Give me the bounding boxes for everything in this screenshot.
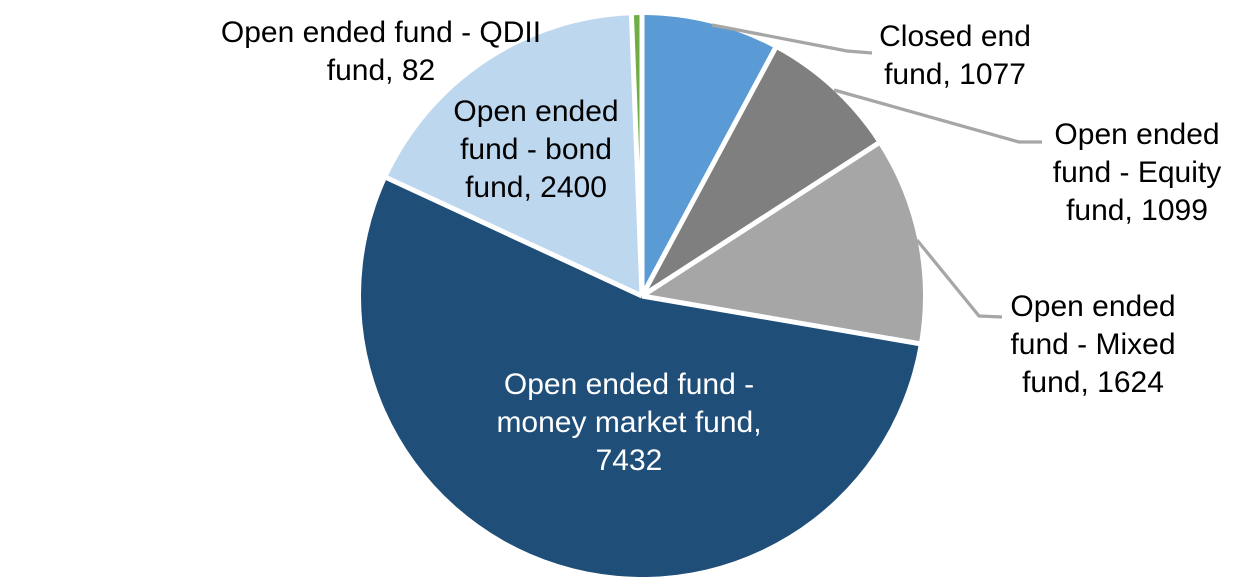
- slice-label-line: fund, 2400: [465, 171, 607, 204]
- leader-line: [833, 88, 1042, 144]
- slice-label-line: money market fund,: [496, 406, 762, 439]
- slice-divider: [641, 293, 921, 347]
- slice-divider: [640, 140, 881, 299]
- slice-label-bond-fund: Open ended fund - bond fund, 2400: [306, 93, 766, 207]
- slice-divider: [639, 46, 778, 298]
- pie-slice-closed-end-fund: [642, 15, 776, 296]
- slice-label-line: fund, 1077: [884, 58, 1026, 91]
- slice-label-line: Open ended: [453, 95, 619, 128]
- leader-line: [711, 23, 873, 55]
- slice-label-line: fund, 1099: [1066, 194, 1208, 227]
- pie-slice-open-ended-fund-equity-fund: [642, 48, 878, 296]
- slice-label-line: Open ended: [1010, 290, 1176, 323]
- pie-slice-open-ended-fund-bond-fund: [387, 15, 642, 296]
- slice-label-line: fund, 82: [326, 54, 436, 87]
- slice-divider: [628, 14, 645, 297]
- slice-label-line: Open ended: [1054, 118, 1220, 151]
- slice-label-mixed-fund: Open ended fund - Mixed fund, 1624: [863, 288, 1250, 402]
- slice-label-line: fund - Mixed: [1010, 328, 1176, 361]
- slice-label-line: Closed end: [879, 20, 1031, 53]
- slice-label-qdii-fund: Open ended fund - QDII fund, 82: [151, 14, 611, 90]
- slice-label-money-market-fund: Open ended fund - money market fund, 743…: [399, 366, 859, 480]
- pie-slice-open-ended-fund-mixed-fund: [642, 143, 924, 344]
- slice-label-line: fund, 1624: [1022, 366, 1164, 399]
- slice-label-line: fund - bond: [460, 133, 612, 166]
- slice-label-line: 7432: [595, 444, 663, 477]
- slice-label-line: Open ended fund - QDII: [220, 16, 542, 49]
- slice-label-equity-fund: Open ended fund - Equity fund, 1099: [907, 116, 1250, 230]
- slice-label-closed-end-fund: Closed end fund, 1077: [725, 18, 1185, 94]
- pie-slice-open-ended-fund-money-market-fund: [361, 177, 919, 578]
- slice-divider: [385, 175, 644, 299]
- slice-label-line: Open ended fund -: [503, 368, 755, 401]
- leader-line: [915, 238, 1003, 319]
- slice-label-line: fund - Equity: [1052, 156, 1222, 189]
